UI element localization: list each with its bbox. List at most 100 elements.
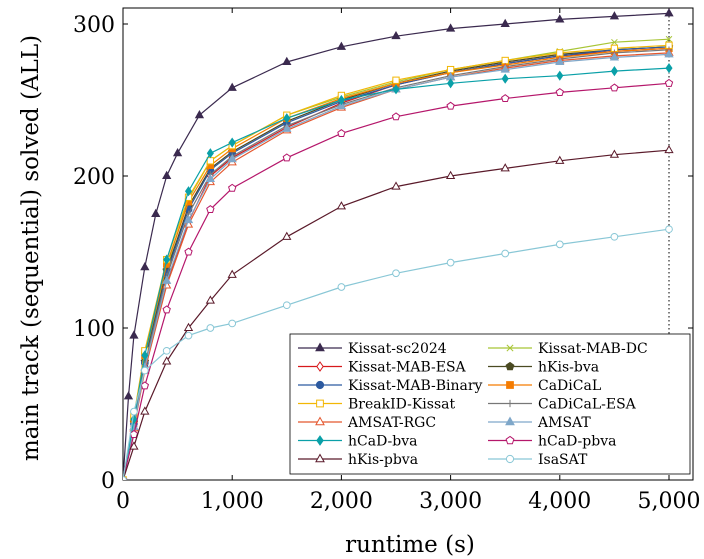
data-point	[282, 153, 291, 162]
data-point	[609, 11, 620, 20]
data-point	[282, 123, 292, 132]
data-point	[500, 64, 510, 73]
legend-label: AMSAT	[537, 415, 591, 431]
legend-label: CaDiCaL-ESA	[538, 397, 637, 413]
legend-marker	[316, 399, 324, 408]
series-isasat	[123, 225, 673, 480]
x-tick-label: 2,000	[310, 489, 373, 514]
data-point	[140, 261, 150, 271]
data-point	[555, 155, 565, 164]
data-point	[206, 205, 215, 213]
legend-item-kissat-sc2024: Kissat-sc2024	[298, 341, 447, 357]
legend-label: AMSAT-RGC	[347, 415, 436, 431]
data-point	[392, 269, 400, 278]
legend-item-breakid-kissat: BreakID-Kissat	[298, 397, 455, 413]
data-point	[337, 94, 345, 106]
legend-marker	[316, 361, 324, 372]
legend-item-isasat: IsaSAT	[488, 452, 588, 468]
legend-item-hcad-pbva: hCaD-pbva	[488, 434, 616, 450]
legend-item-cadical: CaDiCaL	[488, 378, 601, 394]
legend-label: hKis-bva	[538, 360, 599, 376]
data-point	[336, 41, 347, 50]
data-point	[194, 109, 205, 119]
legend-item-hcad-bva: hCaD-bva	[298, 434, 418, 450]
data-point	[610, 83, 619, 92]
data-point	[555, 14, 565, 23]
legend-item-kissat-mab-dc: Kissat-MAB-DC	[488, 341, 648, 357]
data-point	[228, 137, 236, 148]
legend-label: IsaSAT	[538, 452, 588, 468]
legend-item-amsat: AMSAT	[488, 415, 591, 431]
legend-marker	[315, 416, 325, 426]
legend-label: hCaD-pbva	[538, 434, 616, 450]
data-point	[162, 346, 171, 355]
data-point	[665, 225, 673, 234]
legend-label: Kissat-MAB-ESA	[348, 360, 467, 376]
data-point	[206, 157, 215, 165]
data-point	[184, 247, 193, 256]
data-point	[555, 56, 565, 66]
data-point	[391, 112, 401, 121]
data-point	[228, 319, 237, 328]
data-point	[391, 181, 401, 190]
data-point	[665, 35, 673, 43]
data-point	[556, 49, 564, 57]
legend-marker	[506, 399, 514, 408]
data-point	[337, 283, 346, 291]
data-point	[140, 366, 149, 375]
data-point	[610, 66, 618, 77]
legend-label: Kissat-MAB-DC	[538, 341, 648, 357]
x-tick-label: 3,000	[419, 489, 482, 514]
legend-label: Kissat-sc2024	[348, 341, 447, 357]
data-point	[172, 147, 183, 157]
x-tick-label: 5,000	[638, 489, 701, 514]
series-kissat-sc2024	[123, 8, 674, 480]
x-tick-label: 4,000	[528, 489, 591, 514]
data-point	[500, 18, 510, 28]
data-point	[123, 391, 134, 400]
x-tick-label: 0	[116, 489, 130, 514]
data-point	[501, 249, 510, 258]
x-axis-label: runtime (s)	[345, 532, 475, 558]
series-hcad-bva	[123, 63, 673, 480]
data-point	[206, 148, 214, 159]
legend-item-hkis-bva: hKis-bva	[488, 360, 599, 376]
data-point	[282, 56, 292, 66]
legend-label: CaDiCaL	[538, 378, 601, 394]
data-point	[227, 82, 237, 91]
data-point	[501, 73, 509, 84]
legend-marker	[316, 435, 324, 446]
legend: Kissat-sc2024 Kissat-MAB-DC Kissat-MAB-ESA…	[289, 333, 691, 475]
data-point	[664, 8, 674, 17]
data-point	[446, 65, 455, 74]
data-point	[184, 186, 193, 197]
data-point	[123, 476, 127, 480]
data-point	[609, 149, 620, 158]
data-point	[556, 70, 564, 81]
data-point	[392, 76, 400, 84]
data-point	[205, 173, 215, 183]
legend-marker	[505, 454, 515, 464]
data-point	[183, 322, 194, 332]
legend-marker	[505, 435, 515, 445]
data-point	[162, 275, 172, 284]
data-point	[501, 94, 510, 103]
legend-label: hKis-pbva	[348, 452, 418, 468]
data-point	[501, 56, 509, 65]
data-point	[141, 350, 149, 361]
y-tick-label: 0	[101, 469, 115, 494]
data-point	[610, 232, 619, 241]
data-point	[665, 63, 673, 74]
data-point	[206, 324, 215, 332]
data-point	[337, 129, 346, 137]
data-point	[336, 201, 347, 210]
data-point	[609, 52, 620, 61]
data-point	[555, 240, 564, 249]
legend-item-kissat-mab-esa: Kissat-MAB-ESA	[298, 360, 467, 376]
data-point	[664, 49, 674, 58]
data-point	[140, 406, 150, 415]
legend-label: Kissat-MAB-Binary	[348, 378, 483, 394]
plot-frame	[122, 7, 694, 481]
legend-marker	[506, 344, 514, 352]
